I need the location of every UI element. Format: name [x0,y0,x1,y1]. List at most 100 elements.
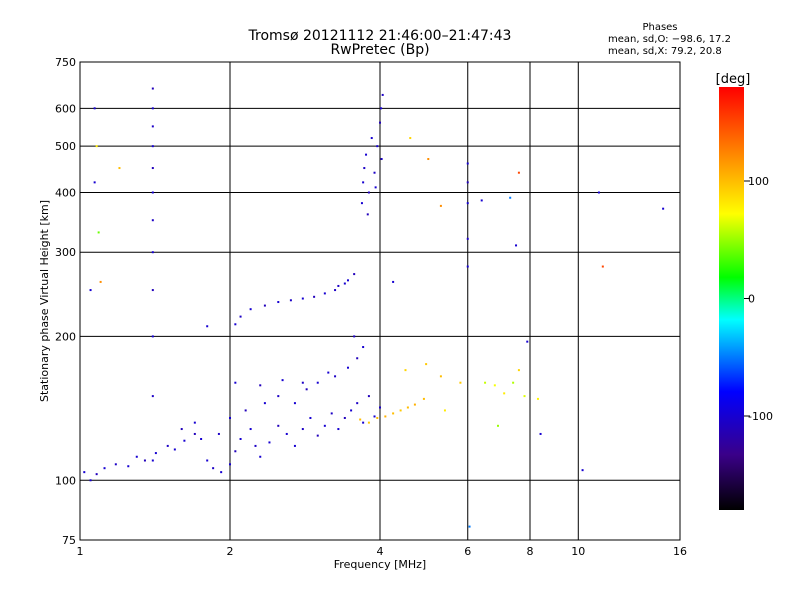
data-point [509,196,512,199]
data-point [346,279,349,282]
data-point [327,371,330,374]
data-point [581,469,584,472]
data-point [466,181,469,184]
data-point [151,167,154,170]
data-point [367,191,370,194]
data-point [323,424,326,427]
y-tick-label: 100 [55,474,76,487]
y-tick-labels: 75 100 200 300 400 500 600 750 [55,56,76,547]
data-point [381,93,384,96]
series-vertical-line-6MHz [466,162,469,268]
data-point [173,448,176,451]
data-point [443,409,446,412]
data-point [244,409,247,412]
data-point [95,473,98,476]
grid-lines [80,62,680,540]
x-tick-label: 10 [571,545,585,558]
data-point [151,335,154,338]
data-point [89,289,92,292]
data-point [356,402,359,405]
data-point [413,403,416,406]
data-point [93,181,96,184]
data-point [95,145,98,148]
data-point [249,308,252,311]
y-tick-label: 600 [55,102,76,115]
data-point [93,107,96,110]
data-point [384,415,387,418]
data-point [234,450,237,453]
data-point [127,465,130,468]
data-point [379,121,381,124]
y-tick-label: 200 [55,330,76,343]
data-point [114,463,117,466]
data-point [406,406,409,409]
data-point [353,273,356,276]
series-x-mode-trace [359,363,539,424]
data-point [239,315,242,318]
data-point [503,392,506,395]
data-point [305,388,308,391]
data-point [301,381,304,384]
data-point [517,171,520,174]
data-point [468,525,471,528]
data-point [353,335,356,338]
data-point [135,455,138,458]
data-point [496,424,499,427]
data-point [151,395,154,398]
data-point [212,467,215,470]
data-point [103,467,106,470]
series-f-trace [234,273,356,326]
y-tick-label: 75 [62,534,76,547]
data-point [536,397,539,400]
data-point [337,284,340,287]
data-point [466,162,469,165]
data-point [662,207,665,210]
data-point [362,421,365,424]
data-point [512,381,515,384]
data-point [365,153,368,156]
data-point [143,459,146,462]
data-point [404,369,407,372]
data-point [206,459,209,462]
series-scatter-other [89,107,665,528]
data-point [309,416,312,419]
data-point [466,202,469,205]
x-axis-label: Frequency [MHz] [334,558,426,571]
data-point [515,244,518,247]
data-point [285,432,288,435]
data-point [439,375,442,378]
data-point [373,415,376,418]
data-point [220,471,223,474]
data-point [281,379,284,382]
plot-area: 1 2 4 6 8 10 16 75 100 200 300 400 500 600 750 [55,56,687,558]
data-point [376,416,379,419]
data-point [366,213,369,216]
series-vertical-line-1.4MHz [151,87,154,462]
data-point [523,395,526,398]
x-tick-label: 1 [77,545,84,558]
colorbar-tick-label: -100 [748,410,773,423]
data-point [330,412,333,415]
x-tick-label: 6 [464,545,471,558]
data-point [370,137,373,140]
data-point [180,428,183,431]
data-point [229,416,231,419]
data-point [83,471,86,474]
data-point [379,406,381,409]
data-point [374,186,377,189]
colorbar-tick-label: 100 [748,175,769,188]
data-point [392,412,395,415]
x-tick-label: 4 [377,545,384,558]
data-point [151,191,154,194]
data-point [422,397,425,400]
y-tick-label: 750 [55,56,76,69]
data-point [151,219,154,222]
data-point [367,421,370,424]
data-point [151,251,154,254]
data-point [409,137,412,140]
y-tick-label: 400 [55,186,76,199]
data-point [193,432,196,435]
data-point [229,463,231,466]
stats-heading: Phases [642,22,677,33]
